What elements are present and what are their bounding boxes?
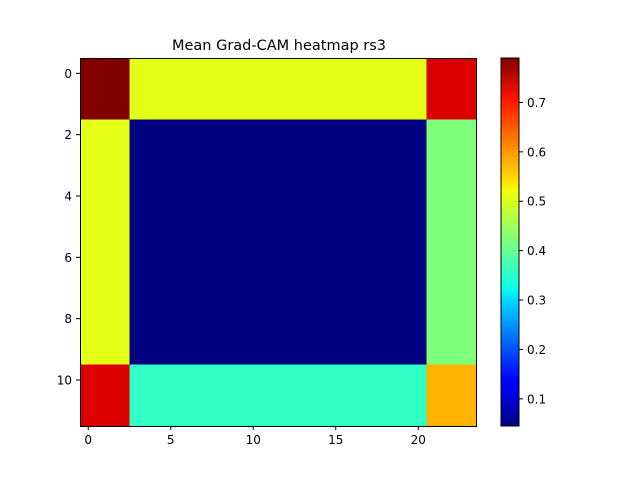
colorbar-frame — [500, 57, 520, 427]
colorbar-tick-label: 0.7 — [527, 96, 546, 110]
heatmap-cell-5 — [426, 119, 476, 365]
heatmap-cell-1 — [129, 58, 427, 120]
x-tick-label: 5 — [167, 433, 175, 447]
x-tick-label: 0 — [84, 433, 92, 447]
colorbar: 0.1 0.2 0.3 0.4 0.5 0.6 0.7 — [500, 57, 546, 427]
x-axis: 0 5 10 15 20 — [84, 426, 426, 447]
heatmap-cell-6 — [80, 364, 130, 426]
chart-title: Mean Grad-CAM heatmap rs3 — [172, 38, 386, 54]
y-axis: 0 2 4 6 8 10 — [57, 67, 80, 388]
y-tick-label: 4 — [64, 190, 72, 204]
colorbar-tick-label: 0.6 — [527, 145, 546, 159]
heatmap-plot-area — [80, 58, 476, 426]
heatmap-cell-8 — [426, 364, 476, 426]
heatmap-cell-3 — [80, 119, 130, 365]
heatmap-cell-7 — [129, 364, 427, 426]
y-tick-label: 8 — [64, 312, 72, 326]
y-tick-label: 2 — [64, 128, 72, 142]
x-tick-label: 10 — [246, 433, 261, 447]
heatmap-cell-2 — [426, 58, 476, 120]
x-tick-label: 15 — [328, 433, 343, 447]
y-tick-label: 10 — [57, 374, 72, 388]
x-tick-label: 20 — [411, 433, 426, 447]
colorbar-tick-label: 0.3 — [527, 294, 546, 308]
colorbar-tick-label: 0.1 — [527, 392, 546, 406]
colorbar-tick-label: 0.4 — [527, 244, 546, 258]
plot-frame — [80, 58, 477, 427]
y-tick-label: 6 — [64, 251, 72, 265]
colorbar-gradient — [501, 58, 519, 426]
colorbar-tick-label: 0.2 — [527, 343, 546, 357]
y-tick-label: 0 — [64, 67, 72, 81]
heatmap-cell-4 — [129, 119, 427, 365]
colorbar-tick-label: 0.5 — [527, 195, 546, 209]
heatmap-cell-0 — [80, 58, 130, 120]
